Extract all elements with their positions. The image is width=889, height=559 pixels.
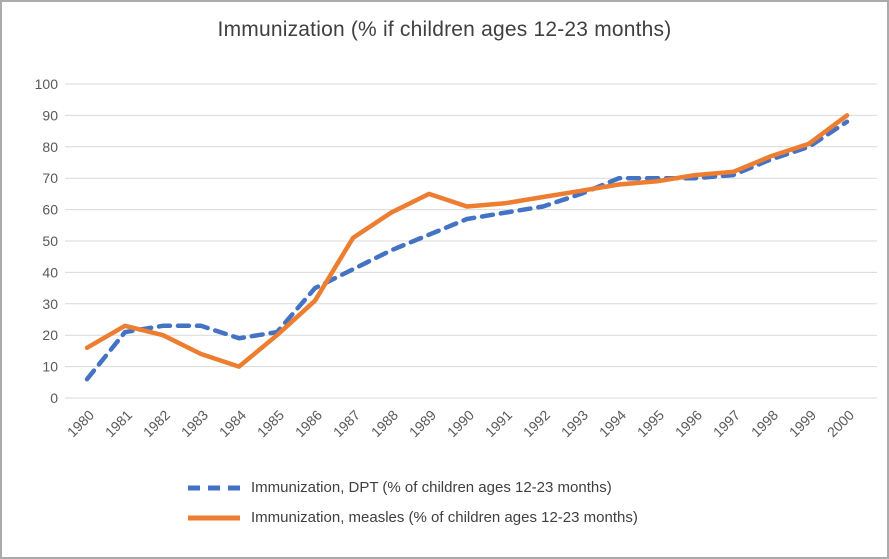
- x-tick-label: 1998: [748, 407, 781, 440]
- measles-solid-line-sample: [188, 515, 240, 520]
- x-tick-label: 1989: [406, 407, 439, 440]
- legend-label-dpt: Immunization, DPT (% of children ages 12…: [251, 479, 612, 496]
- y-tick-label: 30: [42, 296, 58, 312]
- dpt-series-line: [84, 119, 850, 382]
- x-tick-label: 1990: [444, 407, 477, 440]
- x-tick-label: 2000: [824, 407, 857, 440]
- x-tick-label: 1992: [520, 407, 553, 440]
- x-tick-label: 1984: [216, 407, 249, 440]
- x-tick-label: 1997: [710, 407, 743, 440]
- chart-title: Immunization (% if children ages 12-23 m…: [217, 18, 672, 41]
- x-tick-label: 1981: [102, 407, 135, 440]
- x-tick-label: 1999: [786, 407, 819, 440]
- y-tick-label: 20: [42, 327, 58, 343]
- x-tick-label: 1980: [64, 407, 97, 440]
- y-tick-label: 60: [42, 202, 58, 218]
- x-tick-label: 1986: [292, 407, 325, 440]
- dpt-dashed-line-sample: [188, 485, 240, 490]
- x-tick-label: 1983: [178, 407, 211, 440]
- x-tick-label: 1993: [558, 407, 591, 440]
- y-tick-label: 90: [42, 107, 58, 123]
- chart-legend: Immunization, DPT (% of children ages 12…: [185, 479, 638, 526]
- y-tick-label: 10: [42, 359, 58, 375]
- x-tick-label: 1987: [330, 407, 363, 440]
- x-tick-label: 1995: [634, 407, 667, 440]
- y-tick-label: 40: [42, 264, 58, 280]
- x-tick-label: 1985: [254, 407, 287, 440]
- y-tick-label: 70: [42, 170, 58, 186]
- x-tick-label: 1982: [140, 407, 173, 440]
- y-tick-label: 0: [50, 390, 58, 406]
- legend-label-measles: Immunization, measles (% of children age…: [251, 509, 638, 526]
- legend-item-dpt: Immunization, DPT (% of children ages 12…: [185, 479, 638, 496]
- legend-item-measles: Immunization, measles (% of children age…: [185, 509, 638, 526]
- measles-series-line: [84, 113, 850, 369]
- x-tick-label: 1988: [368, 407, 401, 440]
- x-tick-label: 1994: [596, 407, 629, 440]
- y-tick-label: 80: [42, 139, 58, 155]
- y-tick-label: 50: [42, 233, 58, 249]
- x-tick-label: 1996: [672, 407, 705, 440]
- y-tick-label: 100: [35, 76, 59, 92]
- x-tick-label: 1991: [482, 407, 515, 440]
